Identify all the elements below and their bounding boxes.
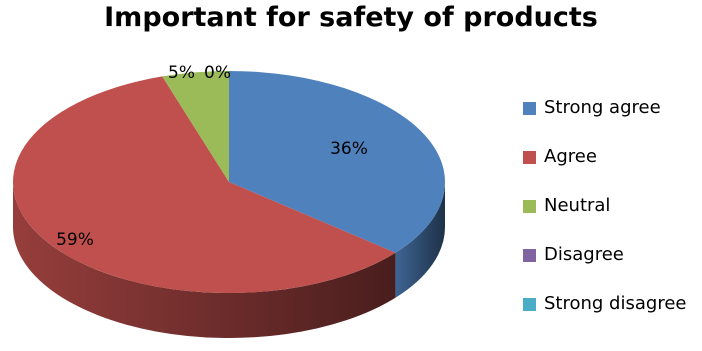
pie-top [12,71,445,293]
legend-label: Disagree [544,244,624,265]
data-label-neutral: 5% [168,63,195,83]
slice-labels: 36% 59% 5% 0% [56,63,368,250]
chart-title: Important for safety of products [104,2,598,33]
data-label-disagree: 0% [204,63,231,83]
legend-swatch [523,249,536,262]
data-label-strong-agree: 36% [330,139,368,159]
pie-sides [13,182,445,339]
legend-label: Neutral [544,195,611,216]
pie-slice-neutral [162,71,229,182]
pie-side-strong-agree [395,182,445,298]
pie-slice-strong-agree [229,71,445,253]
legend-swatch [523,151,536,164]
legend-item-strong-disagree: Strong disagree [523,293,686,342]
legend-item-agree: Agree [523,146,686,195]
legend-item-strong-agree: Strong agree [523,97,686,146]
legend: Strong agree Agree Neutral Disagree Strong d… [523,97,686,342]
data-label-agree: 59% [56,230,94,250]
legend-label: Strong disagree [544,293,687,314]
legend-swatch [523,298,536,311]
legend-item-neutral: Neutral [523,195,686,244]
legend-label: Agree [544,146,597,167]
pie-slice-agree [12,76,396,293]
legend-label: Strong agree [544,97,661,118]
legend-swatch [523,200,536,213]
pie-side-agree [13,182,396,339]
legend-item-disagree: Disagree [523,244,686,293]
legend-swatch [523,102,536,115]
